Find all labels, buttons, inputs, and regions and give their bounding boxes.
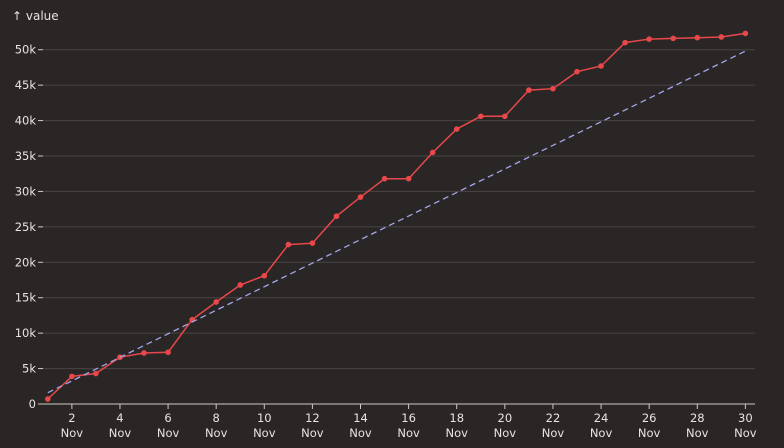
data-point xyxy=(718,34,725,40)
data-point xyxy=(357,194,364,200)
x-axis: 2 Nov 4 Nov 6 Nov 8 Nov 10 Nov 12 Nov 14 Nov 16 Nov 18 No… xyxy=(43,403,757,440)
y-tick-label: 0 xyxy=(29,397,36,411)
data-point xyxy=(742,30,749,37)
data-point xyxy=(526,87,532,93)
data-point xyxy=(333,213,340,220)
data-point xyxy=(165,349,171,356)
y-axis-title: ↑ value xyxy=(12,9,59,23)
data-point xyxy=(670,35,677,42)
series-line xyxy=(47,32,746,400)
y-tick-label: 45k xyxy=(15,78,37,92)
data-point xyxy=(381,175,388,182)
y-tick-label: 35k xyxy=(15,149,37,163)
data-point xyxy=(550,85,556,92)
data-point xyxy=(429,149,436,156)
data-point xyxy=(574,68,580,75)
data-point xyxy=(622,39,628,46)
data-point xyxy=(213,299,219,305)
y-tick-label: 50k xyxy=(15,43,37,57)
data-point xyxy=(261,272,268,279)
data-point xyxy=(453,126,460,132)
y-tick-label: 10k xyxy=(15,326,37,340)
x-tick-label: 14 Nov xyxy=(349,411,372,440)
x-tick-label: 12 Nov xyxy=(301,411,324,440)
data-point xyxy=(405,175,412,182)
x-tick-label: 2 Nov xyxy=(61,411,84,440)
y-tick-label: 25k xyxy=(15,220,37,234)
data-point xyxy=(477,113,484,120)
x-tick-label: 10 Nov xyxy=(253,411,276,440)
data-point xyxy=(237,282,244,288)
y-tick-label: 5k xyxy=(22,362,36,376)
x-tick-label: 16 Nov xyxy=(397,411,420,440)
data-point xyxy=(598,63,604,69)
x-tick-label: 4 Nov xyxy=(109,411,132,440)
data-point xyxy=(141,350,147,356)
x-tick-label: 18 Nov xyxy=(446,411,469,440)
y-tick-label: 30k xyxy=(15,184,37,198)
x-tick-label: 24 Nov xyxy=(590,411,613,440)
data-point xyxy=(502,113,508,120)
data-point xyxy=(646,36,652,42)
x-tick-label: 20 Nov xyxy=(494,411,517,440)
y-axis: 0 5k 10k 15k 20k 25k 30k 35k 40k 45k 50k xyxy=(15,43,43,411)
y-tick-label: 15k xyxy=(15,291,37,305)
data-point xyxy=(93,370,99,377)
x-tick-label: 30 Nov xyxy=(734,411,757,440)
x-tick-label: 6 Nov xyxy=(157,411,180,440)
data-point xyxy=(69,373,75,380)
data-point xyxy=(309,240,316,246)
series-layer xyxy=(45,30,749,402)
y-tick-label: 20k xyxy=(15,255,37,269)
grid-lines xyxy=(43,49,755,370)
data-point xyxy=(285,241,292,248)
data-point xyxy=(694,34,701,41)
y-tick-label: 40k xyxy=(15,114,37,128)
x-tick-label: 26 Nov xyxy=(638,411,661,440)
data-point xyxy=(45,396,51,402)
x-tick-label: 28 Nov xyxy=(686,411,709,440)
x-tick-label: 8 Nov xyxy=(205,411,228,440)
x-tick-label: 22 Nov xyxy=(542,411,565,440)
